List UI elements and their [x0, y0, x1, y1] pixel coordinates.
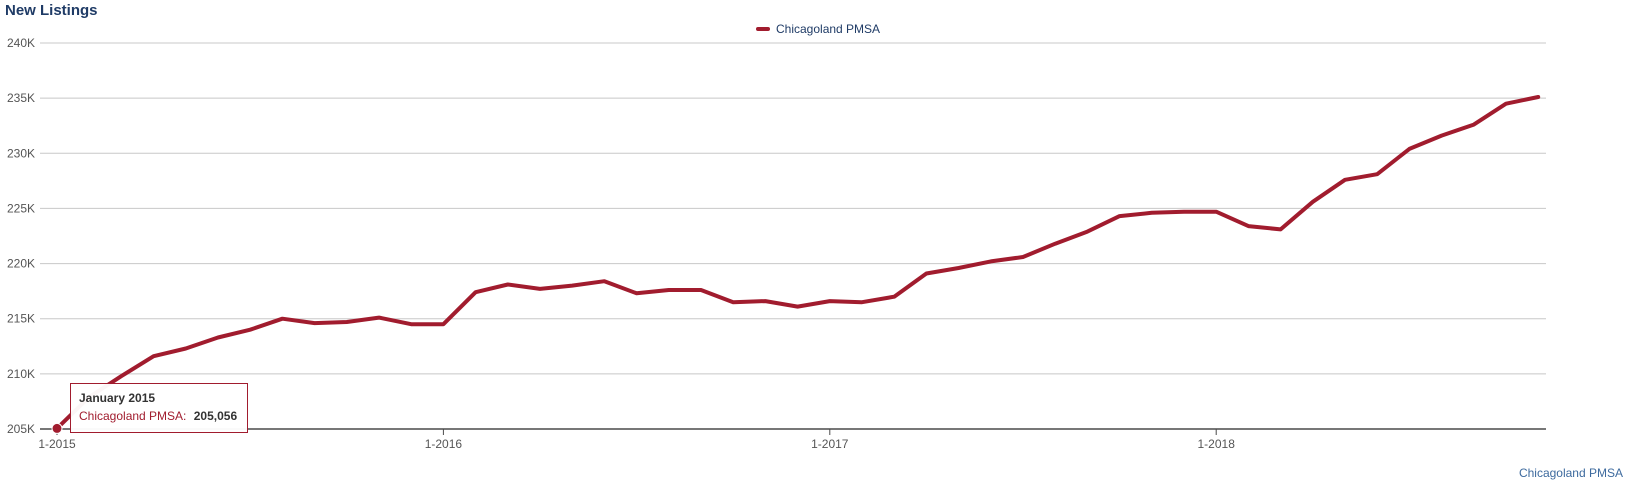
hover-point-marker[interactable] [51, 422, 63, 434]
tooltip-series-label: Chicagoland PMSA: [79, 409, 187, 423]
y-tick-label: 220K [7, 257, 35, 271]
x-tick-label: 1-2018 [1198, 437, 1236, 451]
tooltip-title: January 2015 [79, 391, 156, 405]
tooltip-row: Chicagoland PMSA: 205,056 [79, 409, 239, 423]
tooltip: January 2015 Chicagoland PMSA: 205,056 [70, 383, 248, 433]
legend-swatch [756, 27, 770, 31]
y-tick-label: 225K [7, 201, 35, 215]
x-tick-label: 1-2015 [38, 437, 76, 451]
y-tick-label: 210K [7, 367, 35, 381]
x-tick-label: 1-2016 [425, 437, 463, 451]
legend[interactable]: Chicagoland PMSA [756, 22, 880, 36]
chart-credit[interactable]: Chicagoland PMSA [1518, 466, 1623, 480]
tooltip-value: 205,056 [193, 409, 238, 423]
x-tick-label: 1-2017 [811, 437, 849, 451]
legend-label: Chicagoland PMSA [776, 22, 881, 36]
y-tick-label: 230K [7, 146, 35, 160]
chart-title: New Listings [5, 2, 98, 19]
y-tick-label: 240K [7, 36, 35, 50]
y-tick-label: 215K [7, 312, 35, 326]
series-line-chicagoland-pmsa[interactable] [55, 95, 1541, 431]
y-tick-label: 235K [7, 91, 35, 105]
y-tick-label: 205K [7, 422, 35, 436]
